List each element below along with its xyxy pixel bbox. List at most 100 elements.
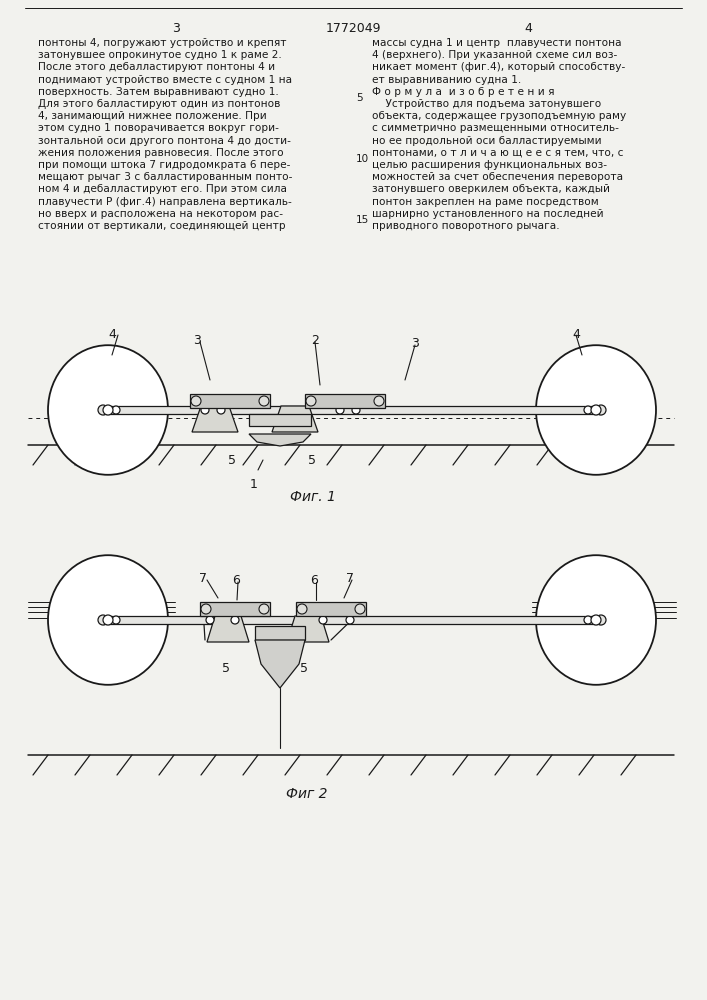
Text: этом судно 1 поворачивается вокруг гори-: этом судно 1 поворачивается вокруг гори-: [38, 123, 279, 133]
Text: 4 (верхнего). При указанной схеме сил воз-: 4 (верхнего). При указанной схеме сил во…: [372, 50, 617, 60]
Ellipse shape: [48, 555, 168, 685]
Ellipse shape: [355, 604, 365, 614]
Text: 5: 5: [300, 662, 308, 675]
Bar: [249, 414, 311, 426]
Ellipse shape: [536, 345, 656, 475]
Polygon shape: [255, 640, 305, 688]
Ellipse shape: [103, 615, 113, 625]
Text: 5: 5: [308, 454, 316, 467]
Text: Для этого балластируют один из понтонов: Для этого балластируют один из понтонов: [38, 99, 281, 109]
Ellipse shape: [596, 405, 606, 415]
Text: Фиг. 1: Фиг. 1: [290, 490, 336, 504]
Text: затонувшее опрокинутое судно 1 к раме 2.: затонувшее опрокинутое судно 1 к раме 2.: [38, 50, 282, 60]
Ellipse shape: [596, 615, 606, 625]
Text: никает момент (фиг.4), который способству-: никает момент (фиг.4), который способств…: [372, 62, 625, 72]
Text: ет выравниванию судна 1.: ет выравниванию судна 1.: [372, 75, 521, 85]
Ellipse shape: [201, 406, 209, 414]
Ellipse shape: [536, 555, 656, 685]
Text: стоянии от вертикали, соединяющей центр: стоянии от вертикали, соединяющей центр: [38, 221, 286, 231]
Text: 3: 3: [172, 22, 180, 35]
Bar: [296, 602, 366, 616]
Text: ном 4 и дебалластируют его. При этом сила: ном 4 и дебалластируют его. При этом сил…: [38, 184, 287, 194]
Ellipse shape: [591, 615, 601, 625]
Text: 3: 3: [411, 337, 419, 350]
Bar: [190, 394, 270, 408]
Text: но вверх и расположена на некотором рас-: но вверх и расположена на некотором рас-: [38, 209, 283, 219]
Ellipse shape: [374, 396, 384, 406]
Text: поднимают устройство вместе с судном 1 на: поднимают устройство вместе с судном 1 н…: [38, 75, 292, 85]
Ellipse shape: [206, 616, 214, 624]
Ellipse shape: [336, 406, 344, 414]
Ellipse shape: [217, 406, 225, 414]
Text: но ее продольной оси балластируемыми: но ее продольной оси балластируемыми: [372, 136, 602, 146]
Polygon shape: [287, 616, 329, 642]
Text: 5: 5: [222, 662, 230, 675]
Ellipse shape: [231, 616, 239, 624]
Text: объекта, содержащее грузоподъемную раму: объекта, содержащее грузоподъемную раму: [372, 111, 626, 121]
Text: 1: 1: [250, 478, 258, 491]
Ellipse shape: [98, 615, 108, 625]
Ellipse shape: [591, 405, 601, 415]
Ellipse shape: [259, 604, 269, 614]
Text: массы судна 1 и центр  плавучести понтона: массы судна 1 и центр плавучести понтона: [372, 38, 621, 48]
Text: 7: 7: [346, 572, 354, 585]
Ellipse shape: [584, 616, 592, 624]
Text: 4, занимающий нижнее положение. При: 4, занимающий нижнее положение. При: [38, 111, 267, 121]
Text: можностей за счет обеспечения переворота: можностей за счет обеспечения переворота: [372, 172, 623, 182]
Text: 6: 6: [310, 574, 318, 587]
Text: 2: 2: [311, 334, 319, 347]
Ellipse shape: [191, 396, 201, 406]
Ellipse shape: [112, 616, 120, 624]
Ellipse shape: [306, 396, 316, 406]
Text: После этого дебалластируют понтоны 4 и: После этого дебалластируют понтоны 4 и: [38, 62, 275, 72]
Text: затонувшего оверкилем объекта, каждый: затонувшего оверкилем объекта, каждый: [372, 184, 610, 194]
Polygon shape: [272, 406, 318, 432]
Text: понтоны 4, погружают устройство и крепят: понтоны 4, погружают устройство и крепят: [38, 38, 286, 48]
Bar: [103, 406, 601, 414]
Text: Фиг 2: Фиг 2: [286, 787, 327, 801]
Text: 10: 10: [356, 154, 369, 164]
Text: 1772049: 1772049: [325, 22, 381, 35]
Ellipse shape: [352, 406, 360, 414]
Ellipse shape: [346, 616, 354, 624]
Ellipse shape: [259, 396, 269, 406]
Text: понтон закреплен на раме посредством: понтон закреплен на раме посредством: [372, 197, 599, 207]
Ellipse shape: [103, 405, 113, 415]
Polygon shape: [207, 616, 249, 642]
Text: 4: 4: [524, 22, 532, 35]
Text: поверхность. Затем выравнивают судно 1.: поверхность. Затем выравнивают судно 1.: [38, 87, 279, 97]
Ellipse shape: [297, 604, 307, 614]
Text: 15: 15: [356, 215, 369, 225]
Text: жения положения равновесия. После этого: жения положения равновесия. После этого: [38, 148, 284, 158]
Text: 5: 5: [356, 93, 363, 103]
Polygon shape: [249, 434, 311, 446]
Ellipse shape: [319, 616, 327, 624]
Ellipse shape: [98, 405, 108, 415]
Text: с симметрично размещенными относитель-: с симметрично размещенными относитель-: [372, 123, 619, 133]
Text: 4: 4: [572, 328, 580, 341]
Ellipse shape: [48, 345, 168, 475]
Text: 5: 5: [228, 454, 236, 467]
Text: целью расширения функциональных воз-: целью расширения функциональных воз-: [372, 160, 607, 170]
Bar: [305, 394, 385, 408]
Ellipse shape: [584, 406, 592, 414]
Text: при помощи штока 7 гидродомкрата 6 пере-: при помощи штока 7 гидродомкрата 6 пере-: [38, 160, 291, 170]
Bar: [200, 602, 270, 616]
Text: шарнирно установленного на последней: шарнирно установленного на последней: [372, 209, 604, 219]
Text: Устройство для подъема затонувшего: Устройство для подъема затонувшего: [372, 99, 601, 109]
Polygon shape: [192, 406, 238, 432]
Text: Ф о р м у л а  и з о б р е т е н и я: Ф о р м у л а и з о б р е т е н и я: [372, 87, 554, 97]
Bar: [103, 616, 601, 624]
Ellipse shape: [112, 406, 120, 414]
Text: 3: 3: [193, 334, 201, 347]
Text: 7: 7: [199, 572, 207, 585]
Bar: [255, 626, 305, 640]
Text: плавучести Р (фиг.4) направлена вертикаль-: плавучести Р (фиг.4) направлена вертикал…: [38, 197, 292, 207]
Text: понтонами, о т л и ч а ю щ е е с я тем, что, с: понтонами, о т л и ч а ю щ е е с я тем, …: [372, 148, 624, 158]
Text: 4: 4: [108, 328, 116, 341]
Text: 6: 6: [232, 574, 240, 587]
Ellipse shape: [201, 604, 211, 614]
Text: зонтальной оси другого понтона 4 до дости-: зонтальной оси другого понтона 4 до дост…: [38, 136, 291, 146]
Text: мещают рычаг 3 с балластированным понто-: мещают рычаг 3 с балластированным понто-: [38, 172, 293, 182]
Text: приводного поворотного рычага.: приводного поворотного рычага.: [372, 221, 560, 231]
